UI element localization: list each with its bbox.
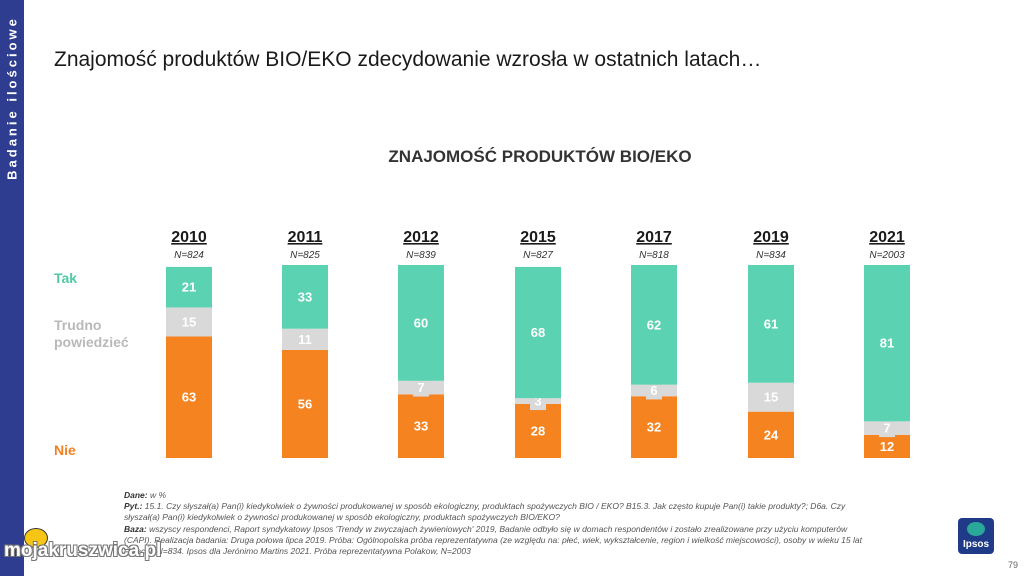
legend-tak: Tak (54, 270, 78, 286)
footnote-baza-line1: wszyscy respondenci, Raport syndykatowy … (149, 523, 848, 534)
data-label-tak-2010: 21 (182, 280, 196, 295)
footnote-dane: Dane: w % (124, 490, 944, 501)
legend-trudno: Trudno powiedzieć (54, 317, 129, 351)
bar-trudno-2010 (166, 307, 212, 337)
year-label-2019: 2019 (753, 229, 789, 246)
data-label-nie-2017: 32 (647, 420, 661, 435)
bar-nie-2015 (515, 403, 561, 458)
data-label-tak-2021: 81 (880, 336, 894, 351)
year-label-2012: 2012 (403, 229, 439, 246)
bar-tak-2021 (864, 265, 910, 422)
footnote-baza-label: Baza: (124, 523, 147, 534)
bar-label-bg-trudno-2017 (646, 381, 662, 400)
bar-trudno-2019 (748, 382, 794, 412)
year-label-2011: 2011 (288, 229, 323, 246)
footnote-baza-line2: (CAPI). Realizacja badania: Druga połowa… (124, 534, 862, 545)
page-title: Znajomość produktów BIO/EKO zdecydowanie… (54, 48, 762, 71)
bar-nie-2012 (398, 394, 444, 458)
sidebar-band (0, 0, 24, 576)
year-label-2017: 2017 (636, 229, 672, 246)
bar-nie-2010 (166, 336, 212, 458)
legend-trudno-line2: powiedzieć (54, 334, 129, 350)
data-label-trudno-2012: 7 (417, 380, 424, 395)
data-label-trudno-2015: 3 (534, 394, 541, 409)
bar-label-bg-trudno-2012 (413, 378, 429, 397)
footnote-pyt-line1: 15.1. Czy słyszał(a) Pan(i) kiedykolwiek… (144, 501, 846, 512)
chart-title: ZNAJOMOŚĆ PRODUKTÓW BIO/EKO (0, 147, 1024, 167)
legend-nie: Nie (54, 442, 76, 458)
year-label-2015: 2015 (520, 229, 556, 246)
sample-size-2021: N=2003 (869, 250, 905, 261)
sample-size-2010: N=824 (174, 250, 204, 261)
footnote-baza: Baza: wszyscy respondenci, Raport syndyk… (124, 524, 944, 535)
sample-size-2017: N=818 (639, 250, 669, 261)
footnote-baza-line3: i więcej, N=834. Ipsos dla Jerónimo Mart… (124, 546, 471, 557)
legend-trudno-line1: Trudno (54, 317, 102, 333)
bar-nie-2021 (864, 434, 910, 458)
data-label-nie-2019: 24 (764, 427, 779, 442)
bar-nie-2011 (282, 349, 328, 458)
bar-nie-2017 (631, 396, 677, 458)
data-label-tak-2011: 33 (298, 289, 312, 304)
bar-tak-2012 (398, 265, 444, 381)
data-label-nie-2011: 56 (298, 396, 312, 411)
sample-size-2015: N=827 (523, 250, 553, 261)
data-label-trudno-2011: 11 (298, 332, 312, 347)
page-number: 79 (1008, 560, 1019, 570)
bar-tak-2011 (282, 265, 328, 329)
year-label-2010: 2010 (171, 229, 207, 246)
chart-title-text: ZNAJOMOŚĆ PRODUKTÓW BIO/EKO (388, 147, 692, 166)
footnote-dane-text: w % (150, 490, 167, 500)
footnote-dane-label: Dane: (124, 490, 148, 500)
data-label-trudno-2010: 15 (182, 314, 196, 329)
sample-size-2019: N=834 (756, 250, 786, 261)
data-label-tak-2019: 61 (764, 316, 778, 331)
bar-tak-2015 (515, 266, 561, 399)
data-label-nie-2021: 12 (880, 439, 894, 454)
ipsos-logo-text: Ipsos (962, 539, 990, 550)
ipsos-logo-icon (967, 522, 985, 536)
watermark: mojakruszwica.pl (4, 540, 162, 561)
bar-tak-2010 (166, 266, 212, 308)
sample-size-2011: N=825 (290, 250, 320, 261)
data-label-tak-2012: 60 (414, 315, 428, 330)
footnotes: Dane: w % Pyt.: 15.1. Czy słyszał(a) Pan… (124, 490, 944, 557)
footnote-pyt-line2: słyszał(a) Pan(i) kiedykolwiek o żywnośc… (124, 512, 560, 523)
data-label-nie-2010: 63 (182, 390, 196, 405)
data-label-tak-2015: 68 (531, 325, 545, 340)
bar-trudno-2011 (282, 328, 328, 350)
sample-size-2012: N=839 (406, 250, 436, 261)
footnote-pyt: Pyt.: 15.1. Czy słyszał(a) Pan(i) kiedyk… (124, 501, 944, 512)
data-label-trudno-2019: 15 (764, 390, 778, 405)
ipsos-logo: Ipsos (958, 518, 994, 554)
data-label-trudno-2021: 7 (883, 421, 890, 436)
data-label-nie-2012: 33 (414, 419, 428, 434)
bar-tak-2017 (631, 265, 677, 385)
footnote-pyt-label: Pyt.: (124, 501, 143, 512)
bar-tak-2019 (748, 265, 794, 383)
ladybug-logo-icon (24, 528, 48, 548)
data-label-tak-2017: 62 (647, 317, 661, 332)
bar-nie-2019 (748, 411, 794, 458)
year-label-2021: 2021 (869, 229, 905, 246)
data-label-trudno-2017: 6 (650, 383, 657, 398)
data-label-nie-2015: 28 (531, 423, 545, 438)
bar-label-bg-trudno-2021 (879, 419, 895, 438)
